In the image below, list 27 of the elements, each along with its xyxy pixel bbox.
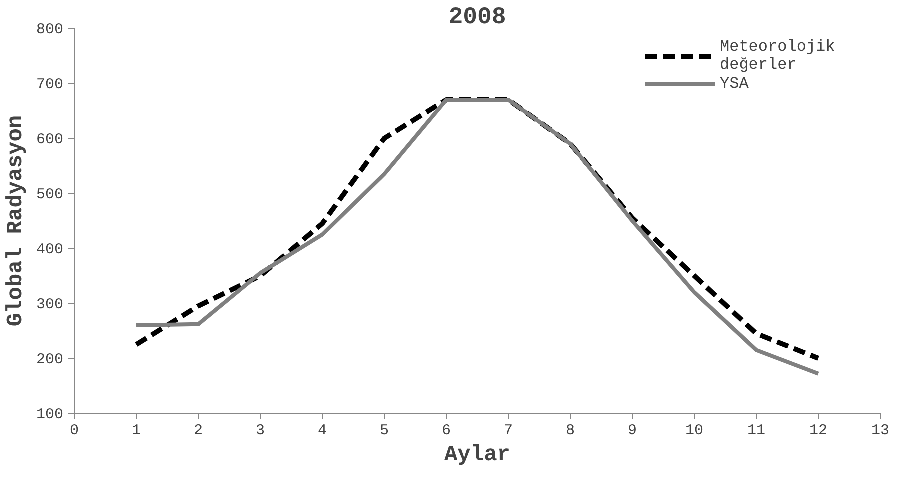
legend-label: Meteorolojik değerler: [720, 38, 836, 74]
x-tick-label: 3: [256, 422, 266, 440]
x-tick-label: 8: [566, 422, 576, 440]
y-tick-label: 700: [36, 76, 64, 94]
y-tick-label: 600: [36, 132, 64, 148]
x-tick-label: 13: [872, 422, 890, 440]
x-tick-label: 4: [318, 422, 328, 440]
x-axis-title: Aylar: [444, 442, 511, 468]
y-tick-label: 800: [36, 22, 64, 38]
x-tick-label: 2: [194, 422, 204, 440]
x-tick-label: 11: [748, 422, 766, 440]
x-tick-label: 1: [132, 422, 142, 440]
legend-label: YSA: [720, 75, 750, 93]
x-tick-label: 5: [380, 422, 390, 440]
x-tick-label: 6: [442, 422, 452, 440]
y-tick-label: 100: [36, 406, 64, 424]
x-tick-label: 0: [70, 422, 80, 440]
y-tick-label: 500: [36, 186, 64, 204]
chart-title: 2008: [448, 4, 506, 32]
y-tick-label: 200: [36, 352, 64, 368]
y-tick-label: 400: [36, 242, 64, 258]
x-tick-label: 9: [628, 422, 638, 440]
y-tick-label: 300: [36, 296, 64, 314]
x-tick-label: 7: [504, 422, 514, 440]
y-axis-title: Global Radyasyon: [3, 115, 28, 327]
x-tick-label: 12: [810, 422, 828, 440]
x-tick-label: 10: [686, 422, 704, 440]
